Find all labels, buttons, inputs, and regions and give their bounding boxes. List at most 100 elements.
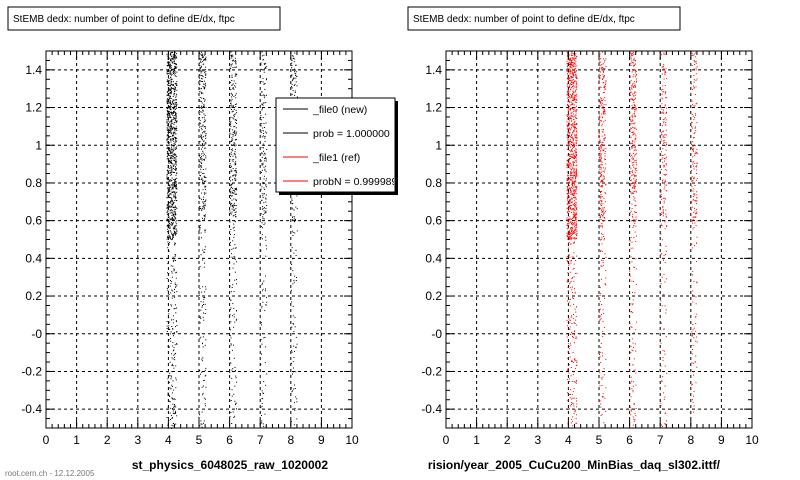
scatter-point <box>174 89 176 91</box>
scatter-point <box>261 152 263 154</box>
scatter-point <box>601 113 603 115</box>
scatter-point <box>166 196 168 198</box>
scatter-point <box>661 380 663 382</box>
scatter-point <box>169 63 171 65</box>
scatter-point <box>694 200 696 201</box>
scatter-point <box>173 105 175 107</box>
scatter-point <box>175 379 177 381</box>
scatter-point <box>231 287 233 288</box>
scatter-point <box>198 88 200 90</box>
scatter-point <box>169 172 171 174</box>
scatter-point <box>199 414 200 416</box>
scatter-point <box>629 94 631 96</box>
scatter-point <box>174 218 176 220</box>
scatter-point <box>204 218 206 220</box>
scatter-point <box>166 120 168 122</box>
scatter-point <box>167 65 169 66</box>
scatter-point <box>175 198 177 200</box>
scatter-point <box>603 148 605 150</box>
scatter-point <box>168 202 170 204</box>
scatter-point <box>605 104 607 106</box>
scatter-point <box>571 115 573 117</box>
scatter-point <box>661 424 663 426</box>
scatter-point <box>691 147 693 149</box>
scatter-point <box>172 101 173 103</box>
scatter-point <box>696 153 698 155</box>
scatter-point <box>571 157 573 158</box>
scatter-point <box>601 396 603 398</box>
scatter-point <box>261 51 263 53</box>
scatter-point <box>175 197 177 199</box>
scatter-point <box>203 103 205 105</box>
scatter-point <box>170 108 172 110</box>
scatter-point <box>598 131 600 132</box>
scatter-point <box>635 225 637 227</box>
scatter-point <box>169 236 171 238</box>
scatter-point <box>602 184 604 186</box>
scatter-point <box>566 217 568 219</box>
left-title-box: StEMB dedx: number of point to define dE… <box>7 6 281 31</box>
scatter-point <box>169 170 171 171</box>
left-y-tick-label: 1 <box>35 138 42 152</box>
scatter-point <box>263 147 264 149</box>
scatter-point <box>169 171 171 173</box>
scatter-point <box>175 137 177 139</box>
scatter-point <box>291 216 293 218</box>
scatter-point <box>599 294 601 296</box>
scatter-point <box>571 54 572 56</box>
scatter-point <box>574 155 575 157</box>
scatter-point <box>230 92 232 94</box>
scatter-point <box>691 161 693 163</box>
scatter-point <box>568 301 570 303</box>
scatter-point <box>571 76 573 78</box>
scatter-point <box>172 235 173 237</box>
scatter-point <box>265 160 267 162</box>
scatter-point <box>692 334 693 336</box>
scatter-point <box>235 198 237 200</box>
left-y-tick-label: 1.4 <box>25 63 42 77</box>
scatter-point <box>265 158 267 160</box>
scatter-point <box>266 79 267 81</box>
scatter-point <box>665 91 667 93</box>
scatter-point <box>664 160 665 162</box>
scatter-point <box>201 51 202 53</box>
scatter-point <box>235 377 237 379</box>
scatter-point <box>168 328 170 330</box>
scatter-point <box>632 304 634 306</box>
scatter-point <box>235 403 237 404</box>
scatter-point <box>168 78 170 80</box>
scatter-point <box>203 312 204 314</box>
scatter-point <box>233 95 235 97</box>
scatter-point <box>576 175 578 177</box>
scatter-point <box>604 297 605 299</box>
scatter-point <box>575 191 577 193</box>
scatter-point <box>634 63 636 65</box>
scatter-point <box>166 79 168 81</box>
scatter-point <box>199 182 201 184</box>
scatter-point <box>174 206 176 208</box>
scatter-point <box>230 307 232 309</box>
scatter-point <box>229 158 231 160</box>
scatter-point <box>573 71 575 73</box>
scatter-point <box>571 227 573 229</box>
scatter-point <box>692 329 694 331</box>
scatter-point <box>198 117 200 119</box>
scatter-point <box>573 110 575 112</box>
scatter-point <box>634 76 636 78</box>
scatter-point <box>573 192 575 194</box>
scatter-point <box>574 205 576 207</box>
scatter-point <box>691 180 693 182</box>
scatter-point <box>576 337 578 339</box>
scatter-point <box>573 186 575 188</box>
scatter-point <box>263 425 265 427</box>
scatter-point <box>201 144 203 146</box>
scatter-point <box>568 207 570 209</box>
scatter-point <box>604 153 606 155</box>
scatter-point <box>235 127 237 129</box>
scatter-point <box>166 147 168 149</box>
scatter-point <box>233 220 235 222</box>
scatter-point <box>230 321 232 323</box>
left-y-tick-label: -0.2 <box>21 364 42 378</box>
scatter-point <box>291 83 293 85</box>
scatter-point <box>294 68 296 70</box>
